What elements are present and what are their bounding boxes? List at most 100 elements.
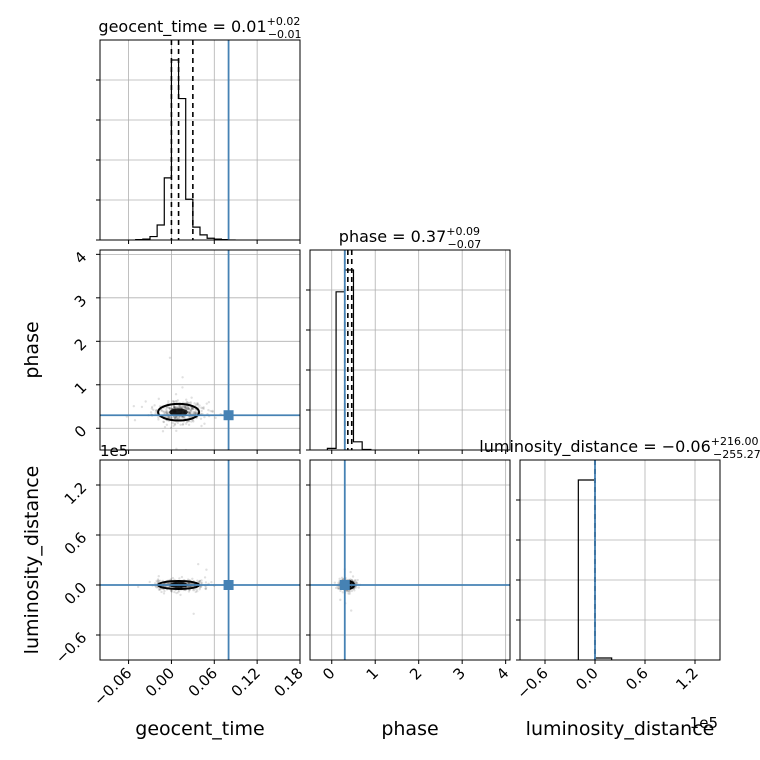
sample-point bbox=[337, 587, 340, 590]
sample-point bbox=[133, 419, 137, 422]
sample-point bbox=[190, 420, 193, 423]
truth-marker bbox=[339, 580, 350, 590]
sample-point bbox=[157, 588, 161, 591]
sample-point bbox=[194, 590, 197, 594]
sample-point bbox=[174, 399, 177, 403]
sample-point bbox=[201, 407, 204, 410]
sample-point bbox=[192, 612, 195, 615]
sample-point bbox=[187, 407, 191, 411]
sample-point bbox=[214, 416, 217, 420]
sample-point bbox=[179, 423, 182, 426]
panel-frame bbox=[99, 459, 301, 661]
sample-point bbox=[187, 423, 191, 427]
scatter-phase-luminosity_distance bbox=[310, 460, 510, 660]
x-tick-label: 0.0 bbox=[572, 664, 602, 694]
sample-point bbox=[191, 407, 195, 411]
sample-point bbox=[175, 415, 178, 419]
grid-lines bbox=[520, 460, 720, 660]
sample-point bbox=[189, 411, 192, 414]
sample-point bbox=[170, 590, 174, 593]
sample-point bbox=[165, 406, 168, 410]
sample-point bbox=[176, 417, 180, 420]
sample-point bbox=[176, 421, 179, 425]
contour-inner bbox=[169, 408, 188, 416]
sample-point bbox=[191, 419, 195, 422]
sample-point bbox=[204, 587, 208, 591]
x-tick-label: 0.06 bbox=[185, 664, 221, 700]
sample-point bbox=[175, 591, 178, 595]
panel-frame bbox=[99, 39, 301, 241]
sample-point bbox=[172, 400, 176, 403]
sample-point bbox=[198, 404, 201, 407]
sample-point bbox=[157, 416, 160, 419]
sample-point bbox=[193, 411, 197, 415]
sample-point bbox=[190, 407, 193, 410]
sample-point bbox=[333, 581, 337, 584]
sample-point bbox=[132, 404, 136, 408]
sample-point bbox=[187, 411, 190, 414]
sample-point bbox=[190, 396, 193, 399]
grid-lines bbox=[310, 460, 510, 660]
sample-point bbox=[172, 406, 176, 409]
sample-point bbox=[205, 568, 208, 571]
sample-point bbox=[194, 411, 197, 414]
sample-point bbox=[196, 403, 200, 406]
x-offset-text: 1e5 bbox=[690, 714, 718, 732]
sample-point bbox=[203, 576, 207, 579]
sample-point bbox=[354, 586, 358, 589]
sample-point bbox=[191, 412, 195, 415]
sample-point bbox=[169, 416, 172, 419]
sample-point bbox=[153, 404, 156, 407]
sample-point bbox=[178, 416, 181, 420]
sample-point bbox=[174, 406, 177, 409]
grid-lines bbox=[310, 250, 510, 450]
sample-point bbox=[167, 406, 171, 410]
sample-point bbox=[177, 404, 180, 407]
x-axis-label-geocent_time: geocent_time bbox=[135, 718, 264, 740]
sample-point bbox=[155, 579, 158, 583]
sample-point bbox=[170, 416, 174, 420]
sample-point bbox=[193, 588, 196, 591]
sample-point bbox=[200, 579, 203, 582]
sample-point bbox=[349, 570, 352, 574]
y-axis-label-luminosity_distance: luminosity_distance bbox=[21, 466, 43, 655]
sample-point bbox=[202, 406, 205, 409]
y-tick-label: 1.2 bbox=[61, 479, 91, 509]
sample-point bbox=[180, 406, 183, 409]
sample-point bbox=[173, 405, 176, 409]
sample-point bbox=[192, 589, 195, 592]
sample-point bbox=[162, 420, 165, 423]
sample-point bbox=[161, 430, 165, 433]
y-axis-label-phase: phase bbox=[21, 321, 43, 378]
sample-point bbox=[163, 589, 166, 593]
sample-point bbox=[349, 578, 352, 581]
sample-point bbox=[188, 412, 191, 415]
sample-point bbox=[211, 410, 214, 414]
sample-point bbox=[191, 407, 194, 411]
sample-point bbox=[210, 580, 213, 584]
sample-point bbox=[353, 589, 356, 592]
sample-point bbox=[169, 407, 172, 410]
sample-point bbox=[187, 407, 190, 410]
sample-point bbox=[184, 422, 188, 425]
panel-frame bbox=[309, 249, 511, 451]
sample-point bbox=[181, 376, 184, 379]
y-tick-label: 3 bbox=[71, 291, 90, 310]
scatter-geocent_time-phase bbox=[100, 250, 300, 450]
title-lower: −0.07 bbox=[447, 238, 481, 251]
sample-point bbox=[167, 406, 170, 409]
contour-outer bbox=[157, 402, 201, 422]
sample-point bbox=[198, 588, 201, 591]
sample-point bbox=[181, 422, 185, 426]
sample-point bbox=[200, 581, 204, 585]
sample-point bbox=[183, 406, 186, 409]
sample-point bbox=[167, 415, 170, 419]
sample-point bbox=[195, 403, 198, 406]
sample-point bbox=[167, 416, 170, 419]
sample-point bbox=[354, 578, 357, 582]
sample-point bbox=[173, 422, 177, 426]
sample-point bbox=[177, 589, 181, 593]
y-tick-label: 0.6 bbox=[61, 529, 91, 559]
sample-point bbox=[165, 408, 168, 411]
sample-point bbox=[175, 400, 178, 403]
